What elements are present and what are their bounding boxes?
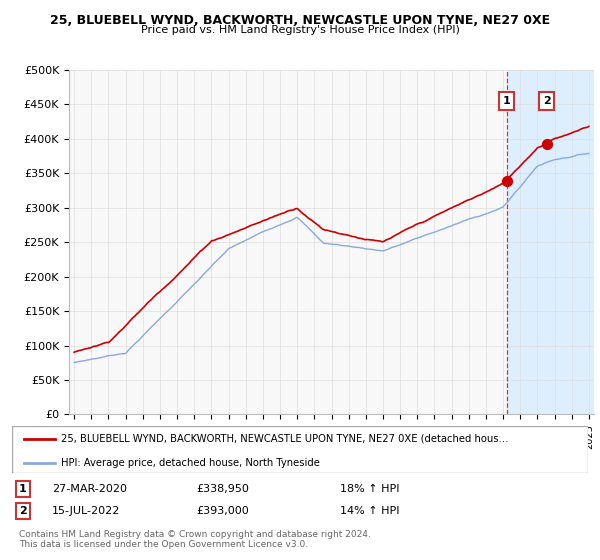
Bar (507, 70, 594, 414)
Text: Price paid vs. HM Land Registry's House Price Index (HPI): Price paid vs. HM Land Registry's House … (140, 25, 460, 35)
Text: 14% ↑ HPI: 14% ↑ HPI (340, 506, 400, 516)
Text: 25, BLUEBELL WYND, BACKWORTH, NEWCASTLE UPON TYNE, NE27 0XE (detached hous…: 25, BLUEBELL WYND, BACKWORTH, NEWCASTLE … (61, 434, 508, 444)
Text: £393,000: £393,000 (196, 506, 249, 516)
Text: 1: 1 (19, 484, 26, 494)
Text: 15-JUL-2022: 15-JUL-2022 (52, 506, 121, 516)
Point (502, 176, 512, 185)
Text: Contains HM Land Registry data © Crown copyright and database right 2024.: Contains HM Land Registry data © Crown c… (19, 530, 371, 539)
Text: 2: 2 (19, 506, 26, 516)
Point (542, 139, 551, 148)
Text: 1: 1 (503, 96, 511, 106)
FancyBboxPatch shape (12, 426, 588, 473)
Text: 2: 2 (543, 96, 551, 106)
Text: This data is licensed under the Open Government Licence v3.0.: This data is licensed under the Open Gov… (19, 540, 308, 549)
Text: HPI: Average price, detached house, North Tyneside: HPI: Average price, detached house, Nort… (61, 458, 320, 468)
Text: 27-MAR-2020: 27-MAR-2020 (52, 484, 127, 494)
Text: £338,950: £338,950 (196, 484, 249, 494)
Text: 18% ↑ HPI: 18% ↑ HPI (340, 484, 400, 494)
Text: 25, BLUEBELL WYND, BACKWORTH, NEWCASTLE UPON TYNE, NE27 0XE: 25, BLUEBELL WYND, BACKWORTH, NEWCASTLE … (50, 14, 550, 27)
